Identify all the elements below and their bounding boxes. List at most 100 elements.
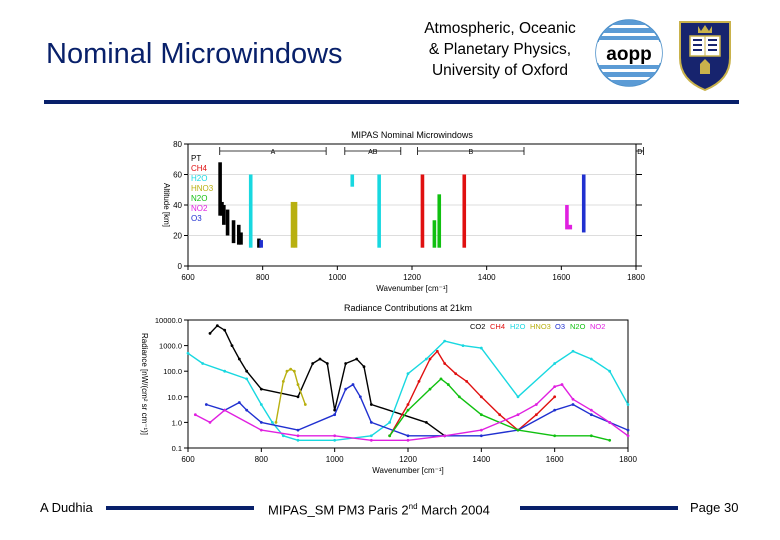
y-axis-label: Altitude [km] <box>162 183 171 227</box>
legend-entry: N2O <box>570 322 586 331</box>
legend-entry: H2O <box>191 174 207 183</box>
data-point <box>479 428 483 432</box>
y-tick-label: 1.0 <box>172 418 182 427</box>
plot-frame <box>187 319 629 449</box>
data-point <box>406 408 410 412</box>
legend-entry: H2O <box>510 322 526 331</box>
data-point <box>626 434 630 438</box>
data-point <box>369 438 373 442</box>
page-number: Page 30 <box>690 500 739 515</box>
microwindow-bar <box>220 201 224 216</box>
data-point <box>608 438 612 442</box>
series-line-h2o <box>187 340 629 442</box>
microwindow-bar <box>222 205 226 225</box>
data-point <box>553 395 557 399</box>
data-point <box>186 351 190 355</box>
microwindow-bar <box>259 240 263 248</box>
data-point <box>443 339 447 343</box>
data-point <box>208 331 212 335</box>
data-point <box>443 434 447 438</box>
data-point <box>351 383 355 386</box>
data-point <box>454 372 458 376</box>
x-tick-label: 1800 <box>619 455 637 464</box>
data-point <box>333 434 337 438</box>
x-tick-label: 800 <box>256 273 270 282</box>
data-point <box>534 413 538 417</box>
microwindow-bar <box>293 201 298 248</box>
data-point <box>281 379 285 383</box>
data-point <box>406 434 410 438</box>
microwindow-bar <box>377 174 381 248</box>
y-tick-label: 100.0 <box>163 367 182 376</box>
footer-event-text: MIPAS_SM PM3 Paris 2 <box>268 502 409 518</box>
data-point <box>303 403 307 406</box>
x-tick-label: 600 <box>181 273 195 282</box>
data-point <box>237 357 241 361</box>
x-tick-label: 1000 <box>328 273 346 282</box>
data-point <box>245 369 249 373</box>
y-tick-label: 0 <box>178 262 183 271</box>
data-point <box>245 408 249 412</box>
band-label: B <box>468 149 473 156</box>
data-point <box>479 346 483 350</box>
data-point <box>479 413 483 417</box>
band-label: A <box>271 149 276 156</box>
footer-event: MIPAS_SM PM3 Paris 2nd March 2004 <box>268 502 490 517</box>
data-point <box>296 438 300 442</box>
data-point <box>406 438 410 442</box>
y-tick-label: 80 <box>173 140 182 149</box>
data-point <box>237 401 241 404</box>
data-point <box>223 328 227 332</box>
data-point <box>446 383 450 386</box>
data-point <box>285 369 289 373</box>
data-point <box>230 344 234 347</box>
y-axis-label: Radiance [nW/(cm² sr cm⁻¹)] <box>140 333 149 435</box>
x-axis-label: Wavenumber [cm⁻¹] <box>376 284 448 293</box>
legend-entry: HNO3 <box>191 184 214 193</box>
data-point <box>193 413 197 417</box>
microwindow-bar <box>290 201 295 248</box>
data-point <box>274 421 278 424</box>
microwindow-bar <box>581 174 586 233</box>
y-tick-label: 20 <box>173 232 182 241</box>
data-point <box>534 403 538 406</box>
aopp-logo-text: aopp <box>606 44 651 65</box>
data-point <box>406 403 410 406</box>
data-point <box>608 369 612 373</box>
data-point <box>296 434 300 438</box>
data-point <box>443 362 447 365</box>
data-point <box>589 408 593 412</box>
x-tick-label: 1000 <box>326 455 344 464</box>
header-divider <box>44 100 739 104</box>
legend-entry: O3 <box>555 322 565 331</box>
x-tick-label: 1800 <box>627 273 645 282</box>
aopp-logo: aopp <box>595 19 663 87</box>
data-point <box>553 362 557 365</box>
data-point <box>201 362 205 365</box>
data-point <box>571 349 575 353</box>
x-tick-label: 1600 <box>546 455 564 464</box>
x-tick-label: 600 <box>181 455 195 464</box>
legend-entry: CH4 <box>490 322 505 331</box>
data-point <box>516 413 520 417</box>
data-point <box>516 395 520 399</box>
microwindow-bar <box>420 174 425 248</box>
data-point <box>325 362 329 365</box>
data-point <box>428 387 432 391</box>
data-point <box>362 365 366 369</box>
page-title: Nominal Microwindows <box>46 38 343 70</box>
data-point <box>355 357 359 361</box>
y-tick-label: 1000.0 <box>159 342 182 351</box>
data-point <box>608 421 612 424</box>
data-point <box>479 395 483 399</box>
legend-entry: O3 <box>191 214 202 223</box>
chart-title: MIPAS Nominal Microwindows <box>351 130 473 140</box>
data-point <box>223 369 227 373</box>
data-point <box>369 434 373 438</box>
y-tick-label: 40 <box>173 201 182 210</box>
legend-entry: HNO3 <box>530 322 551 331</box>
data-point <box>424 357 428 361</box>
oxford-crest-icon <box>679 21 731 92</box>
data-point <box>281 434 285 438</box>
data-point <box>553 408 557 412</box>
